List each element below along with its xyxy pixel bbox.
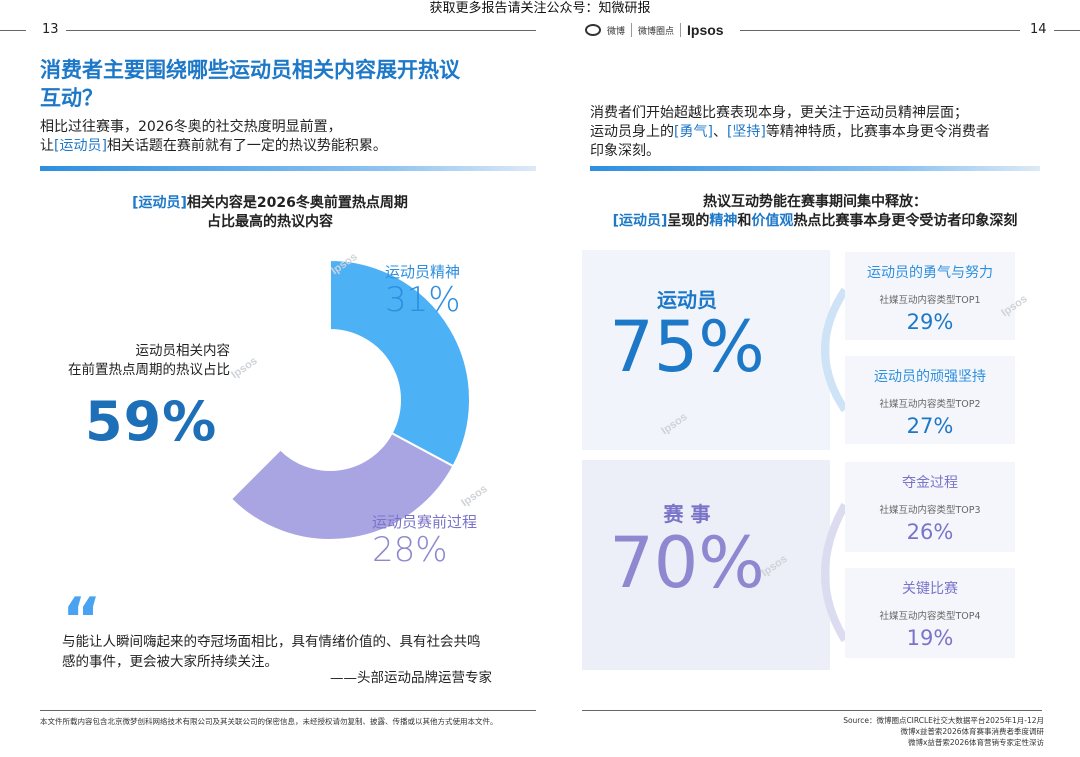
chart-title-highlight: [运动员] <box>132 195 187 211</box>
logo-group: 微博 微博圈点 Ipsos <box>585 22 724 38</box>
donut-slice-2 <box>229 431 455 541</box>
center-label-line-2: 在前置热点周期的热议占比 <box>68 362 230 378</box>
logo-divider <box>631 23 633 37</box>
athlete-block <box>582 250 830 450</box>
source-line-3: 微博x益普索2026体育营销专家定性深访 <box>907 738 1044 747</box>
donut-slices <box>229 258 471 541</box>
right-intro-line-1: 消费者们开始超越比赛表现本身，更关注于运动员精神层面； <box>590 105 968 121</box>
slice-label-athlete-spirit: 运动员精神 <box>385 263 461 281</box>
source-note: Source：微博圈点CIRCLE社交大数据平台2025年1月-12月 微博x益… <box>600 715 1044 748</box>
card-top2: 运动员的顽强坚持 社媒互动内容类型TOP2 27% <box>845 356 1015 444</box>
donut-slice-1 <box>329 258 471 468</box>
ipsos-logo: Ipsos <box>687 22 724 38</box>
right-sub-line-1: 热议互动势能在赛事期间集中释放： <box>703 194 927 210</box>
card-top1-title: 运动员的勇气与努力 <box>867 265 993 281</box>
card-top4: 关键比赛 社媒互动内容类型TOP4 19% <box>845 568 1015 658</box>
r-sub-c: 热点比赛事本身更令受访者印象深刻 <box>793 213 1018 229</box>
right-intro-line-2: 运动员身上的[勇气]、[坚持]等精神特质，比赛事本身更令消费者 <box>590 123 1050 142</box>
card-top4-sub: 社媒互动内容类型TOP4 <box>879 611 981 622</box>
expert-quote: 与能让人瞬间嗨起来的夺冠场面相比，具有情绪价值的、具有社会共鸣 感的事件，更会被… <box>62 632 532 672</box>
right-chart-title: 热议互动势能在赛事期间集中释放： [运动员]呈现的精神和价值观热点比赛事本身更令… <box>580 193 1050 231</box>
r-sub-hl: [运动员] <box>612 213 668 229</box>
r-intro-highlight-1: [勇气] <box>674 124 713 140</box>
r-sub-b: 和 <box>737 213 752 229</box>
right-divider-bar <box>590 166 1040 171</box>
chart-title-line-1: [运动员]相关内容是2026冬奥前置热点周期 <box>60 194 480 213</box>
r-intro-sep: 、 <box>712 124 727 140</box>
card-top3-title: 夺金过程 <box>902 475 958 491</box>
intro-text: 让 <box>40 138 54 154</box>
card-top1-value: 29% <box>906 310 954 334</box>
quote-line-1: 与能让人瞬间嗨起来的夺冠场面相比，具有情绪价值的、具有社会共鸣 <box>62 634 481 650</box>
chart-title-text: 相关内容是2026冬奥前置热点周期 <box>186 195 408 211</box>
center-label-line-1: 运动员相关内容 <box>135 343 231 359</box>
header-rule-left-2 <box>66 30 536 31</box>
source-line-1: Source：微博圈点CIRCLE社交大数据平台2025年1月-12月 <box>843 716 1044 725</box>
event-block-value: 70% <box>609 522 765 604</box>
card-top2-value: 27% <box>906 414 954 438</box>
block-connectors <box>821 287 849 643</box>
header-rule-right <box>740 30 1020 31</box>
quote-source: ——头部运动品牌运营专家 <box>330 670 492 686</box>
card-top2-sub: 社媒互动内容类型TOP2 <box>879 399 981 410</box>
page-title: 消费者主要围绕哪些运动员相关内容展开热议互动？ <box>40 58 460 110</box>
card-top4-value: 19% <box>906 626 954 650</box>
athlete-block-label: 运动员 <box>657 288 717 312</box>
quote-line-2: 感的事件，更会被大家所持续关注。 <box>62 654 278 670</box>
athlete-block-value: 75% <box>609 306 765 388</box>
donut-center-label: 运动员相关内容 在前置热点周期的热议占比 <box>40 342 230 380</box>
weibo-logo-text: 微博 <box>607 26 626 37</box>
weibo-logo-icon <box>585 24 601 36</box>
confidential-footer: 本文件所载内容包含北京微梦创科网络技术有限公司及其关联公司的保密信息，未经授权请… <box>40 717 498 726</box>
r-sub-hl3: 价值观 <box>751 213 794 229</box>
footer-rule-left <box>40 710 536 711</box>
donut-chart <box>229 258 471 541</box>
r-intro-highlight-2: [坚持] <box>726 124 766 140</box>
donut-center-value: 59% <box>85 390 218 453</box>
left-intro-line-1: 相比过往赛事，2026冬奥的社交热度明显前置， <box>40 119 342 135</box>
page-number-left: 13 <box>42 22 59 37</box>
right-intro: 消费者们开始超越比赛表现本身，更关注于运动员精神层面； 运动员身上的[勇气]、[… <box>590 104 1050 161</box>
header-rule-left <box>0 30 26 31</box>
card-top4-title: 关键比赛 <box>902 581 958 597</box>
right-intro-line-3: 印象深刻。 <box>590 143 660 159</box>
circle-logo-text: 微博圈点 <box>638 26 675 37</box>
chart-title-line-2: 占比最高的热议内容 <box>207 214 333 230</box>
right-sub-line-2: [运动员]呈现的精神和价值观热点比赛事本身更令受访者印象深刻 <box>580 212 1050 231</box>
r-intro-text-2: 等精神特质，比赛事本身更令消费者 <box>765 124 990 140</box>
intro-highlight: [运动员] <box>54 138 107 154</box>
connector-event <box>821 503 849 643</box>
slice-label-pre-game: 运动员赛前过程 <box>372 513 478 531</box>
top-banner: 获取更多报告请关注公众号：知微研报 <box>429 1 651 16</box>
left-intro: 相比过往赛事，2026冬奥的社交热度明显前置， 让[运动员]相关话题在赛前就有了… <box>40 118 480 156</box>
intro-text-2: 相关话题在赛前就有了一定的热议势能积累。 <box>106 138 387 154</box>
card-top1: 运动员的勇气与努力 社媒互动内容类型TOP1 29% <box>845 252 1015 340</box>
page-number-right: 14 <box>1030 22 1047 37</box>
slice-value-pre-game: 28% <box>372 530 448 570</box>
header-rule-right-2 <box>1054 30 1080 31</box>
footer-rule-right <box>582 710 1042 711</box>
card-top3: 夺金过程 社媒互动内容类型TOP3 26% <box>845 462 1015 552</box>
card-top2-title: 运动员的顽强坚持 <box>874 369 986 385</box>
r-intro-text: 运动员身上的 <box>590 124 674 140</box>
chart-title: [运动员]相关内容是2026冬奥前置热点周期 占比最高的热议内容 <box>60 194 480 232</box>
logo-divider-2 <box>680 23 682 37</box>
card-top3-sub: 社媒互动内容类型TOP3 <box>879 505 981 516</box>
quote-icon: “ <box>62 585 102 655</box>
r-sub-a: 呈现的 <box>667 213 710 229</box>
connector-athlete <box>821 287 849 413</box>
left-divider-bar <box>40 166 536 171</box>
event-block <box>582 460 830 670</box>
card-top3-value: 26% <box>906 520 954 544</box>
card-top1-sub: 社媒互动内容类型TOP1 <box>879 295 981 306</box>
source-line-2: 微博x益普索2026体育赛事消费者季度调研 <box>900 727 1044 736</box>
slice-value-athlete-spirit: 31% <box>385 280 461 320</box>
r-sub-hl2: 精神 <box>709 213 738 229</box>
left-intro-line-2: 让[运动员]相关话题在赛前就有了一定的热议势能积累。 <box>40 137 480 156</box>
event-block-label: 赛 事 <box>663 502 711 526</box>
